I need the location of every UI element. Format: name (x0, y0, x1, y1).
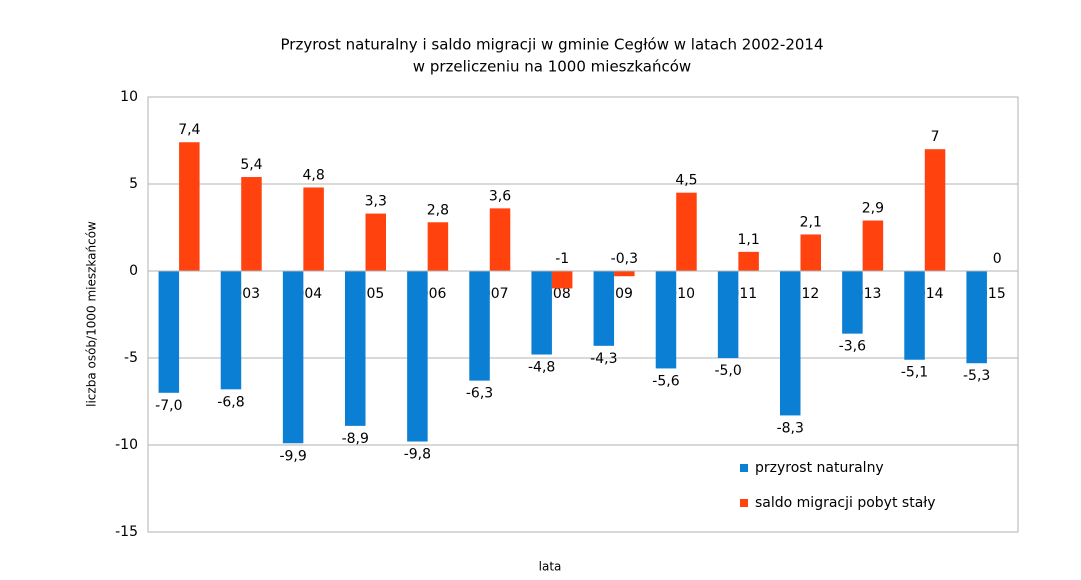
data-label: -4,3 (590, 351, 617, 367)
data-label: 0 (993, 251, 1002, 267)
data-label: 5,4 (240, 157, 262, 173)
bar (531, 271, 552, 355)
data-label: 7 (931, 129, 940, 145)
bar (241, 177, 262, 271)
y-tick-label: 10 (120, 89, 138, 105)
bar (800, 234, 821, 271)
y-axis-label: liczba osób/1000 mieszkańców (85, 221, 99, 407)
bar (676, 192, 697, 271)
data-label: -5,1 (901, 365, 928, 381)
chart-subtitle: w przeliczeniu na 1000 mieszkańców (413, 58, 691, 76)
bar (780, 271, 801, 416)
data-label: 4,5 (675, 173, 697, 189)
data-label: 3,6 (489, 188, 511, 204)
legend-swatch (740, 464, 748, 472)
plot-border (147, 96, 1019, 533)
data-label: -9,9 (279, 448, 306, 464)
bar (469, 271, 490, 381)
legend-swatch (740, 499, 748, 507)
bar (924, 149, 946, 271)
legend-label: saldo migracji pobyt stały (755, 495, 936, 511)
y-tick-label: -5 (124, 350, 138, 366)
bar (220, 271, 242, 390)
data-label: -6,8 (217, 394, 244, 410)
bar (365, 213, 386, 271)
bar (158, 271, 180, 393)
bar (282, 271, 304, 444)
bar (179, 142, 200, 271)
data-label: -0,3 (611, 251, 638, 267)
bar (345, 271, 366, 426)
y-tick-label: 5 (129, 176, 138, 192)
y-tick-label: -15 (115, 524, 138, 540)
bar (489, 208, 511, 271)
bar (614, 271, 635, 277)
data-label: -8,9 (342, 431, 369, 447)
bar (966, 271, 987, 364)
data-label: 7,4 (178, 122, 200, 138)
data-label: -3,6 (839, 339, 866, 355)
data-label: -5,3 (963, 368, 990, 384)
bar (904, 271, 925, 360)
bar (593, 271, 615, 346)
legend-label: przyrost naturalny (755, 460, 884, 476)
bar (551, 271, 573, 289)
bar (842, 271, 863, 334)
bar (717, 271, 739, 358)
x-axis-label: lata (539, 560, 562, 574)
data-label: -7,0 (155, 398, 182, 414)
data-label: 2,9 (862, 201, 884, 217)
bar (862, 220, 884, 271)
data-label: 2,1 (800, 214, 822, 230)
y-tick-label: 0 (129, 263, 138, 279)
chart-title: Przyrost naturalny i saldo migracji w gm… (281, 36, 824, 54)
data-label: -5,6 (652, 373, 679, 389)
data-label: 4,8 (302, 167, 324, 183)
data-label: -1 (555, 251, 569, 267)
data-label: -5,0 (714, 363, 741, 379)
data-label: 3,3 (365, 194, 387, 210)
bar (655, 271, 677, 369)
data-label: 1,1 (737, 232, 759, 248)
bar (303, 187, 324, 271)
y-tick-label: -10 (115, 437, 138, 453)
data-label: 2,8 (427, 202, 449, 218)
data-label: -6,3 (466, 386, 493, 402)
bar (738, 251, 759, 271)
data-label: -4,8 (528, 360, 555, 376)
bar (407, 271, 428, 442)
data-label: -9,8 (404, 447, 431, 463)
bar (427, 222, 449, 271)
data-label: -8,3 (777, 420, 804, 436)
